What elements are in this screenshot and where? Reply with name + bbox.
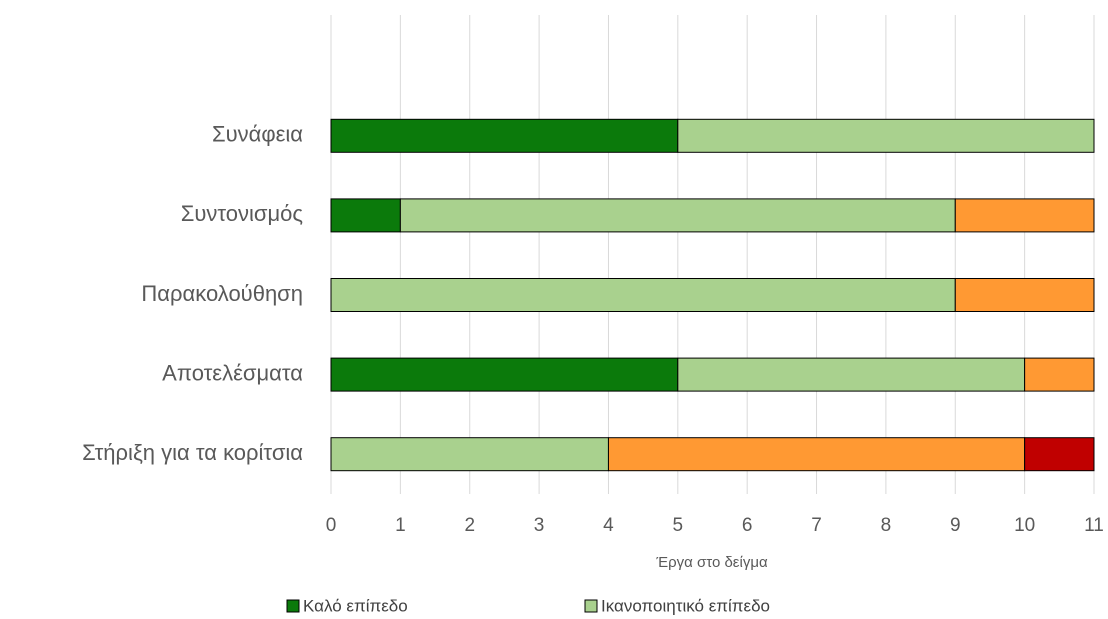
category-label: Αποτελέσματα: [162, 360, 303, 385]
bar-segment: [677, 357, 1026, 392]
bar-segment: [399, 198, 956, 233]
x-tick-label: 5: [673, 515, 684, 536]
bar-segment: [330, 437, 609, 472]
x-tick-label: 0: [326, 515, 337, 536]
x-tick-label: 8: [881, 515, 892, 536]
category-label: Συντονισμός: [181, 201, 303, 226]
bar-segment: [1024, 437, 1095, 472]
bar-segment: [330, 357, 679, 392]
bar-segment: [607, 437, 1026, 472]
bar-segment: [330, 118, 679, 153]
bar-segment: [954, 278, 1095, 312]
bar-segment: [954, 198, 1095, 233]
category-label: Παρακολούθηση: [141, 281, 303, 306]
legend-swatch: [584, 599, 598, 613]
legend-swatch: [286, 599, 300, 613]
x-tick-label: 1: [395, 515, 406, 536]
bar-segment: [330, 198, 401, 233]
x-tick-label: 9: [950, 515, 961, 536]
x-tick-label: 6: [742, 515, 753, 536]
bar-segment: [1024, 357, 1095, 392]
category-label: Στήριξη για τα κορίτσια: [82, 440, 303, 465]
x-tick-label: 10: [1014, 515, 1035, 536]
x-tick-label: 11: [1084, 515, 1104, 536]
legend-label: Ικανοποιητικό επίπεδο: [601, 596, 770, 615]
x-tick-label: 4: [603, 515, 614, 536]
legend-label: Καλό επίπεδο: [303, 596, 408, 615]
bar-segment: [677, 118, 1095, 153]
x-tick-label: 3: [534, 515, 545, 536]
x-axis-label: Έργα στο δείγμα: [655, 554, 768, 571]
bar-segment: [330, 278, 956, 312]
x-tick-label: 2: [464, 515, 475, 536]
category-label: Συνάφεια: [212, 122, 303, 147]
x-tick-label: 7: [811, 515, 822, 536]
